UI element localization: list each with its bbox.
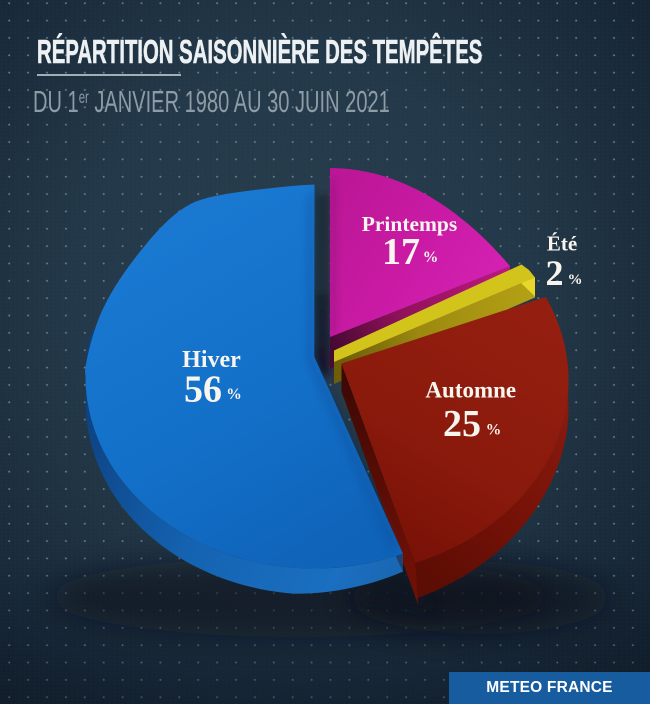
svg-text:25: 25	[443, 403, 481, 445]
svg-text:Été: Été	[547, 232, 577, 256]
svg-text:Hiver: Hiver	[182, 347, 241, 373]
svg-text:17: 17	[382, 231, 420, 273]
svg-text:%: %	[226, 386, 242, 403]
svg-text:56: 56	[184, 369, 222, 411]
svg-text:%: %	[486, 422, 502, 439]
svg-text:2: 2	[546, 253, 564, 293]
svg-text:Automne: Automne	[425, 378, 516, 403]
svg-text:%: %	[423, 249, 439, 266]
svg-text:%: %	[568, 272, 583, 288]
svg-text:Printemps: Printemps	[362, 212, 458, 236]
